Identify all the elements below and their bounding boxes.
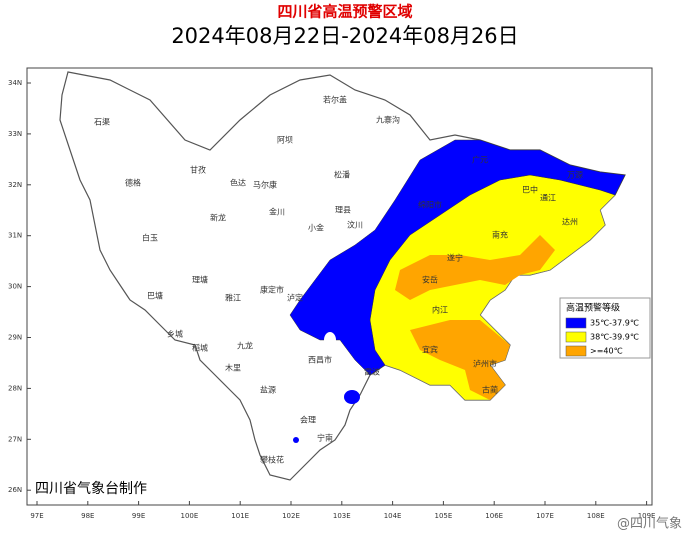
place: 万源: [567, 171, 583, 180]
lat-label: 29N: [8, 334, 22, 342]
lon-label: 100E: [181, 512, 199, 520]
place: 古蔺: [482, 385, 498, 395]
place: 盐源: [260, 385, 276, 395]
lon-label: 107E: [536, 512, 554, 520]
watermark: @四川气象: [617, 516, 682, 532]
place: 理塘: [192, 275, 208, 285]
lon-label: 105E: [435, 512, 453, 520]
place: 汶川: [347, 220, 363, 230]
orange-zone: [395, 235, 555, 300]
place: 金川: [269, 207, 285, 217]
legend-title: 高温预警等级: [566, 302, 620, 314]
place: 通江: [540, 193, 556, 203]
place: 九寨沟: [376, 115, 400, 125]
place: 达州: [562, 217, 578, 227]
lon-label: 99E: [132, 512, 145, 520]
lon-label: 108E: [587, 512, 605, 520]
place: 绵阳市: [418, 200, 442, 210]
lat-label: 34N: [8, 79, 22, 87]
lon-label: 103E: [333, 512, 351, 520]
legend-swatch: [565, 317, 587, 329]
legend-swatch: [565, 345, 587, 357]
place: 石渠: [94, 117, 110, 127]
place: 南充: [492, 230, 508, 240]
place: 广元: [472, 155, 488, 165]
lat-label: 32N: [8, 181, 22, 189]
place: 康定市: [260, 285, 284, 295]
blue-zone: [289, 139, 626, 376]
place: 西昌市: [308, 355, 332, 365]
title: 四川省高温预警区域: [277, 3, 412, 21]
legend-label: 35℃-37.9℃: [590, 319, 639, 328]
place: 九龙: [237, 341, 253, 351]
lat-label: 28N: [8, 384, 22, 392]
lon-label: 106E: [485, 512, 503, 520]
lat-label: 27N: [8, 435, 22, 443]
place: 松潘: [334, 170, 350, 180]
place: 小金: [308, 223, 324, 233]
credit: 四川省气象台制作: [35, 481, 147, 497]
lon-label: 109E: [638, 512, 656, 520]
blue-spot: [344, 390, 360, 404]
place: 泸州市: [473, 359, 497, 369]
lon-label: 101E: [231, 512, 249, 520]
place: 白玉: [142, 233, 158, 243]
legend-swatch: [565, 331, 587, 343]
lon-label: 102E: [282, 512, 300, 520]
place: 色达: [230, 178, 246, 188]
place: 安岳: [422, 275, 438, 285]
place: 德格: [125, 178, 141, 188]
place: 雷波: [364, 367, 380, 377]
subtitle: 2024年08月22日-2024年08月26日: [171, 24, 518, 48]
lat-label: 33N: [8, 130, 22, 138]
place: 攀枝花: [260, 455, 284, 465]
place: 宜宾: [422, 345, 438, 355]
place: 甘孜: [190, 165, 206, 175]
lon-label: 98E: [81, 512, 94, 520]
place: 巴中: [522, 185, 538, 195]
place: 稻城: [192, 343, 208, 353]
place: 木里: [225, 363, 241, 373]
places: 石渠 德格 甘孜 色达 白玉 新龙 巴塘 理塘 雅江 稻城 乡城 阿坝 若尔盖 …: [94, 95, 583, 465]
lat-label: 30N: [8, 283, 22, 291]
lon-label: 97E: [30, 512, 43, 520]
orange-zone: [410, 320, 510, 400]
lon-label: 104E: [384, 512, 402, 520]
lat-label: 31N: [8, 232, 22, 240]
place: 理县: [335, 206, 351, 215]
place: 马尔康: [253, 180, 277, 190]
lat-label: 26N: [8, 486, 22, 494]
place: 若尔盖: [323, 95, 347, 105]
place: 会理: [300, 415, 316, 425]
legend-label: 38℃-39.9℃: [590, 333, 639, 342]
legend-label: >=40℃: [590, 347, 623, 356]
legend: 高温预警等级 35℃-37.9℃ 38℃-39.9℃ >=40℃: [559, 297, 651, 359]
place: 宁南: [317, 433, 333, 443]
blue-spot: [293, 437, 299, 443]
place: 内江: [432, 305, 448, 315]
place: 乡城: [167, 330, 183, 339]
place: 巴塘: [147, 291, 163, 301]
hole: [324, 332, 336, 348]
place: 雅江: [225, 293, 241, 303]
place: 遂宁: [447, 253, 463, 263]
place: 新龙: [210, 213, 226, 223]
place: 阿坝: [277, 136, 293, 145]
place: 泸定: [287, 293, 303, 303]
